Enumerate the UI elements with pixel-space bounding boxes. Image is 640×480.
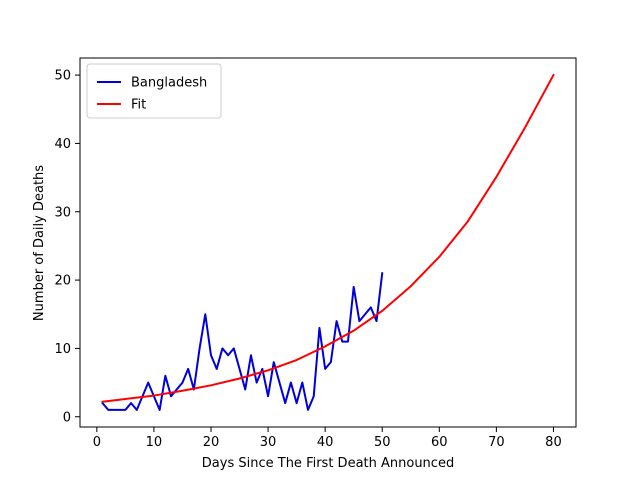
y-tick-label: 30 [54,205,71,220]
x-tick-label: 60 [431,435,448,450]
legend-label-fit: Fit [131,98,146,113]
series-line-fit [101,73,555,403]
x-tick-label: 50 [374,435,391,450]
axes-frame [79,57,577,428]
x-tick-label: 10 [146,435,163,450]
y-tick-label: 50 [54,69,71,84]
legend-label-bangladesh: Bangladesh [131,76,207,91]
plot-area [79,57,577,428]
y-tick-label: 10 [54,342,71,357]
x-tick-label: 0 [93,435,101,450]
legend-box [86,63,222,119]
y-tick-label: 40 [54,137,71,152]
x-axis-label: Days Since The First Death Announced [202,456,454,471]
x-tick-label: 30 [260,435,277,450]
y-axis-ticks: 0 10 20 30 40 50 [54,69,80,425]
y-axis-label: Number of Daily Deaths [32,165,47,321]
x-tick-label: 70 [488,435,505,450]
y-tick-label: 0 [63,410,71,425]
legend: Bangladesh Fit [86,63,222,119]
x-axis-ticks: 0 10 20 30 40 50 60 70 80 [93,427,562,450]
y-tick-label: 20 [54,274,71,289]
x-tick-label: 40 [317,435,334,450]
x-tick-label: 80 [545,435,562,450]
x-tick-label: 20 [203,435,220,450]
series-line-bangladesh [101,272,384,411]
